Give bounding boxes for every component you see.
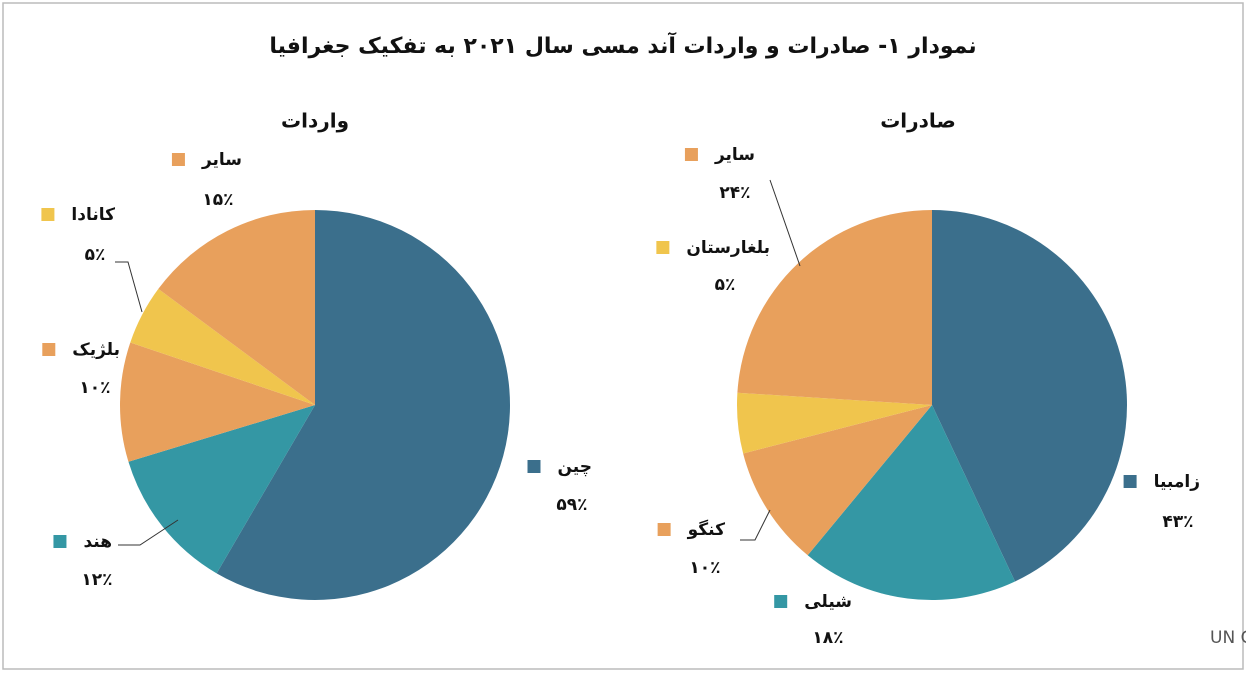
legend-swatch bbox=[171, 153, 185, 166]
slice-label: ۴۳٪ bbox=[1162, 512, 1193, 532]
slice-label: ۱۰٪ bbox=[79, 378, 110, 398]
legend-swatch bbox=[656, 241, 670, 254]
slice-label: ۵٪ bbox=[85, 245, 106, 265]
slice-label: ۲۴٪ bbox=[719, 183, 750, 203]
slice-label: ۵٪ bbox=[715, 275, 736, 295]
chart-title: صادرات bbox=[880, 109, 956, 133]
legend-swatch bbox=[53, 535, 67, 548]
slice-label: ۱۵٪ bbox=[202, 190, 233, 210]
pie-slice bbox=[158, 210, 315, 405]
slice-name: سایر bbox=[714, 145, 755, 165]
slice-name: بلژیک bbox=[72, 340, 120, 360]
slice-name: کنگو bbox=[687, 519, 725, 540]
legend-swatch bbox=[684, 148, 698, 161]
main-title: نمودار ۱- صادرات و واردات آند مسی سال ۲۰… bbox=[269, 31, 976, 59]
slice-label: ۱۰٪ bbox=[689, 558, 720, 578]
leader-line bbox=[769, 179, 801, 267]
leader-line bbox=[740, 509, 771, 541]
legend-swatch bbox=[657, 523, 671, 536]
legend-swatch bbox=[41, 208, 55, 221]
pie-slice bbox=[120, 342, 315, 462]
pie-slice bbox=[932, 210, 1127, 582]
slice-name: زامبیا bbox=[1154, 472, 1200, 492]
pie-slice bbox=[807, 405, 1016, 600]
slice-name: هند bbox=[83, 532, 112, 552]
slice-name: کانادا bbox=[71, 205, 115, 225]
legend-swatch bbox=[774, 595, 788, 608]
pie-slice bbox=[736, 392, 932, 454]
legend-swatch bbox=[1123, 475, 1137, 488]
slice-label: ۱۲٪ bbox=[81, 570, 112, 590]
pie-slice bbox=[130, 288, 315, 405]
slice-name: شیلی bbox=[804, 592, 852, 612]
legend-swatch bbox=[42, 343, 56, 356]
pie-slice bbox=[128, 405, 315, 574]
pie-slice bbox=[737, 210, 932, 405]
slice-name: چین bbox=[558, 457, 593, 477]
slice-label: ۵۹٪ bbox=[556, 495, 587, 515]
slice-name: بلغارستان bbox=[686, 238, 770, 258]
chart-title: واردات bbox=[281, 109, 349, 133]
leader-line bbox=[115, 261, 143, 313]
leader-line bbox=[118, 519, 179, 546]
legend-swatch bbox=[527, 460, 541, 473]
pie-slice bbox=[743, 405, 932, 556]
slice-label: ۱۸٪ bbox=[812, 628, 843, 648]
pie-slice bbox=[216, 210, 510, 600]
slice-name: سایر bbox=[201, 150, 242, 170]
source: منبع: UN Comtrade bbox=[1210, 628, 1246, 648]
